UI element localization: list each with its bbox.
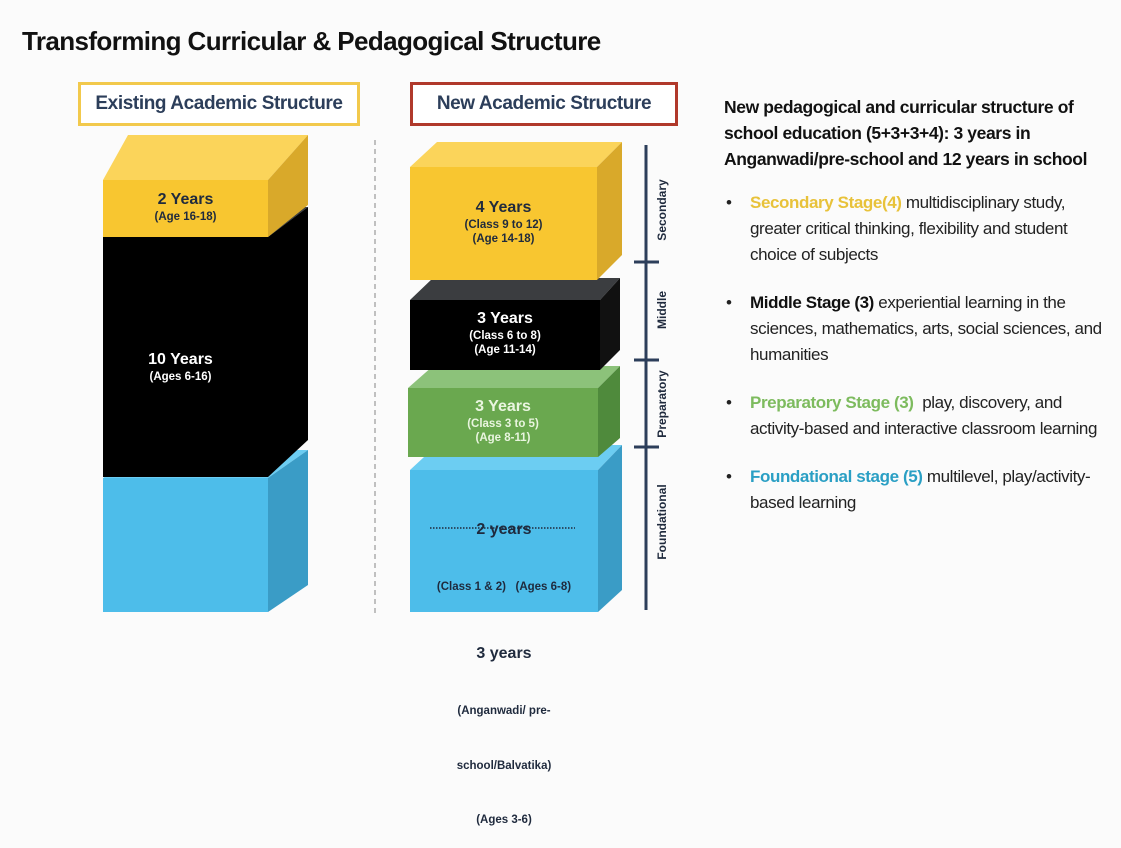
- age-text: (Age 16-18): [154, 211, 217, 223]
- bullet-icon: •: [726, 293, 732, 312]
- preschool-text: (Anganwadi/ pre-: [457, 705, 551, 718]
- bullet-icon: •: [726, 393, 732, 412]
- bullet-foundational: • Foundational stage (5) multilevel, play…: [724, 464, 1104, 516]
- slide-title: Transforming Curricular & Pedagogical St…: [22, 26, 601, 56]
- new-block-green-label: 3 Years (Class 3 to 5) (Age 8-11): [408, 397, 598, 446]
- stage-label-foundational: Foundational: [655, 484, 669, 560]
- age-text: (Ages 3-6): [476, 814, 532, 827]
- bullet-text: play, discovery, and activity-based and …: [750, 393, 1098, 438]
- bullet-middle: • Middle Stage (3) experiential learning …: [724, 290, 1104, 368]
- age-text: (Age 8-11): [475, 432, 531, 445]
- years-text: 3 years: [476, 645, 532, 663]
- new-block-yellow-label: 4 Years (Class 9 to 12) (Age 14-18): [410, 198, 597, 247]
- years-text: 2 Years: [157, 191, 214, 208]
- stage-timeline: [634, 145, 659, 610]
- age-text: (Ages 6-16): [149, 371, 212, 383]
- bullet-label: Middle Stage (3): [750, 293, 874, 312]
- description-panel: New pedagogical and curricular structure…: [724, 94, 1104, 538]
- age-text: (Age 11-14): [474, 344, 536, 357]
- class-text: (Class 1 & 2) (Ages 6-8): [436, 581, 572, 593]
- bullet-label: Foundational stage (5): [750, 467, 923, 486]
- new-block-black-label: 3 Years (Class 6 to 8) (Age 11-14): [410, 309, 600, 358]
- class-text: (Class 9 to 12): [464, 219, 543, 231]
- existing-block-black-label: 10 Years (Ages 6-16): [103, 350, 258, 384]
- bullet-label: Secondary Stage(4): [750, 193, 902, 212]
- new-block-green: [408, 366, 620, 457]
- new-structure-header: New Academic Structure: [410, 82, 678, 126]
- description-heading: New pedagogical and curricular structure…: [724, 97, 1088, 169]
- existing-block-yellow-label: 2 Years (Age 16-18): [103, 190, 268, 224]
- new-block-blue: [410, 445, 622, 612]
- class-text: (Class 3 to 5): [467, 418, 539, 430]
- new-block-yellow: [410, 142, 622, 280]
- years-text: 3 Years: [477, 310, 533, 327]
- bullet-label: Preparatory Stage (3): [750, 393, 914, 412]
- preschool-text: school/Balvatika): [456, 759, 552, 772]
- new-block-black: [410, 278, 620, 370]
- bullet-icon: •: [726, 467, 732, 486]
- structure-diagram: [103, 135, 659, 615]
- stage-label-secondary: Secondary: [655, 179, 669, 241]
- bullet-icon: •: [726, 193, 732, 212]
- bullet-preparatory: • Preparatory Stage (3) play, discovery, …: [724, 390, 1104, 442]
- age-text: (Age 14-18): [472, 233, 535, 246]
- bullet-secondary: • Secondary Stage(4) multidisciplinary st…: [724, 190, 1104, 268]
- bullet-text: experiential learning in the sciences, m…: [750, 293, 1102, 364]
- stage-label-preparatory: Preparatory: [655, 370, 669, 438]
- stage-label-middle: Middle: [655, 291, 669, 329]
- years-text: 10 Years: [148, 351, 213, 368]
- bullet-text: multidisciplinary study, greater critica…: [750, 193, 1068, 264]
- existing-structure-header: Existing Academic Structure: [78, 82, 360, 126]
- years-text: 3 Years: [475, 398, 531, 415]
- existing-block-yellow: [103, 135, 308, 237]
- new-block-blue-label: 2 years (Class 1 & 2) (Ages 6-8) 3 years…: [410, 480, 598, 848]
- bullet-text: multilevel, play/activity-based learning: [750, 467, 1091, 512]
- existing-block-black: [103, 207, 308, 477]
- years-text: 4 Years: [475, 199, 532, 216]
- class-text: (Class 6 to 8): [469, 330, 541, 342]
- stage-bullet-list: • Secondary Stage(4) multidisciplinary st…: [724, 190, 1104, 516]
- years-text: 2 years: [476, 521, 532, 538]
